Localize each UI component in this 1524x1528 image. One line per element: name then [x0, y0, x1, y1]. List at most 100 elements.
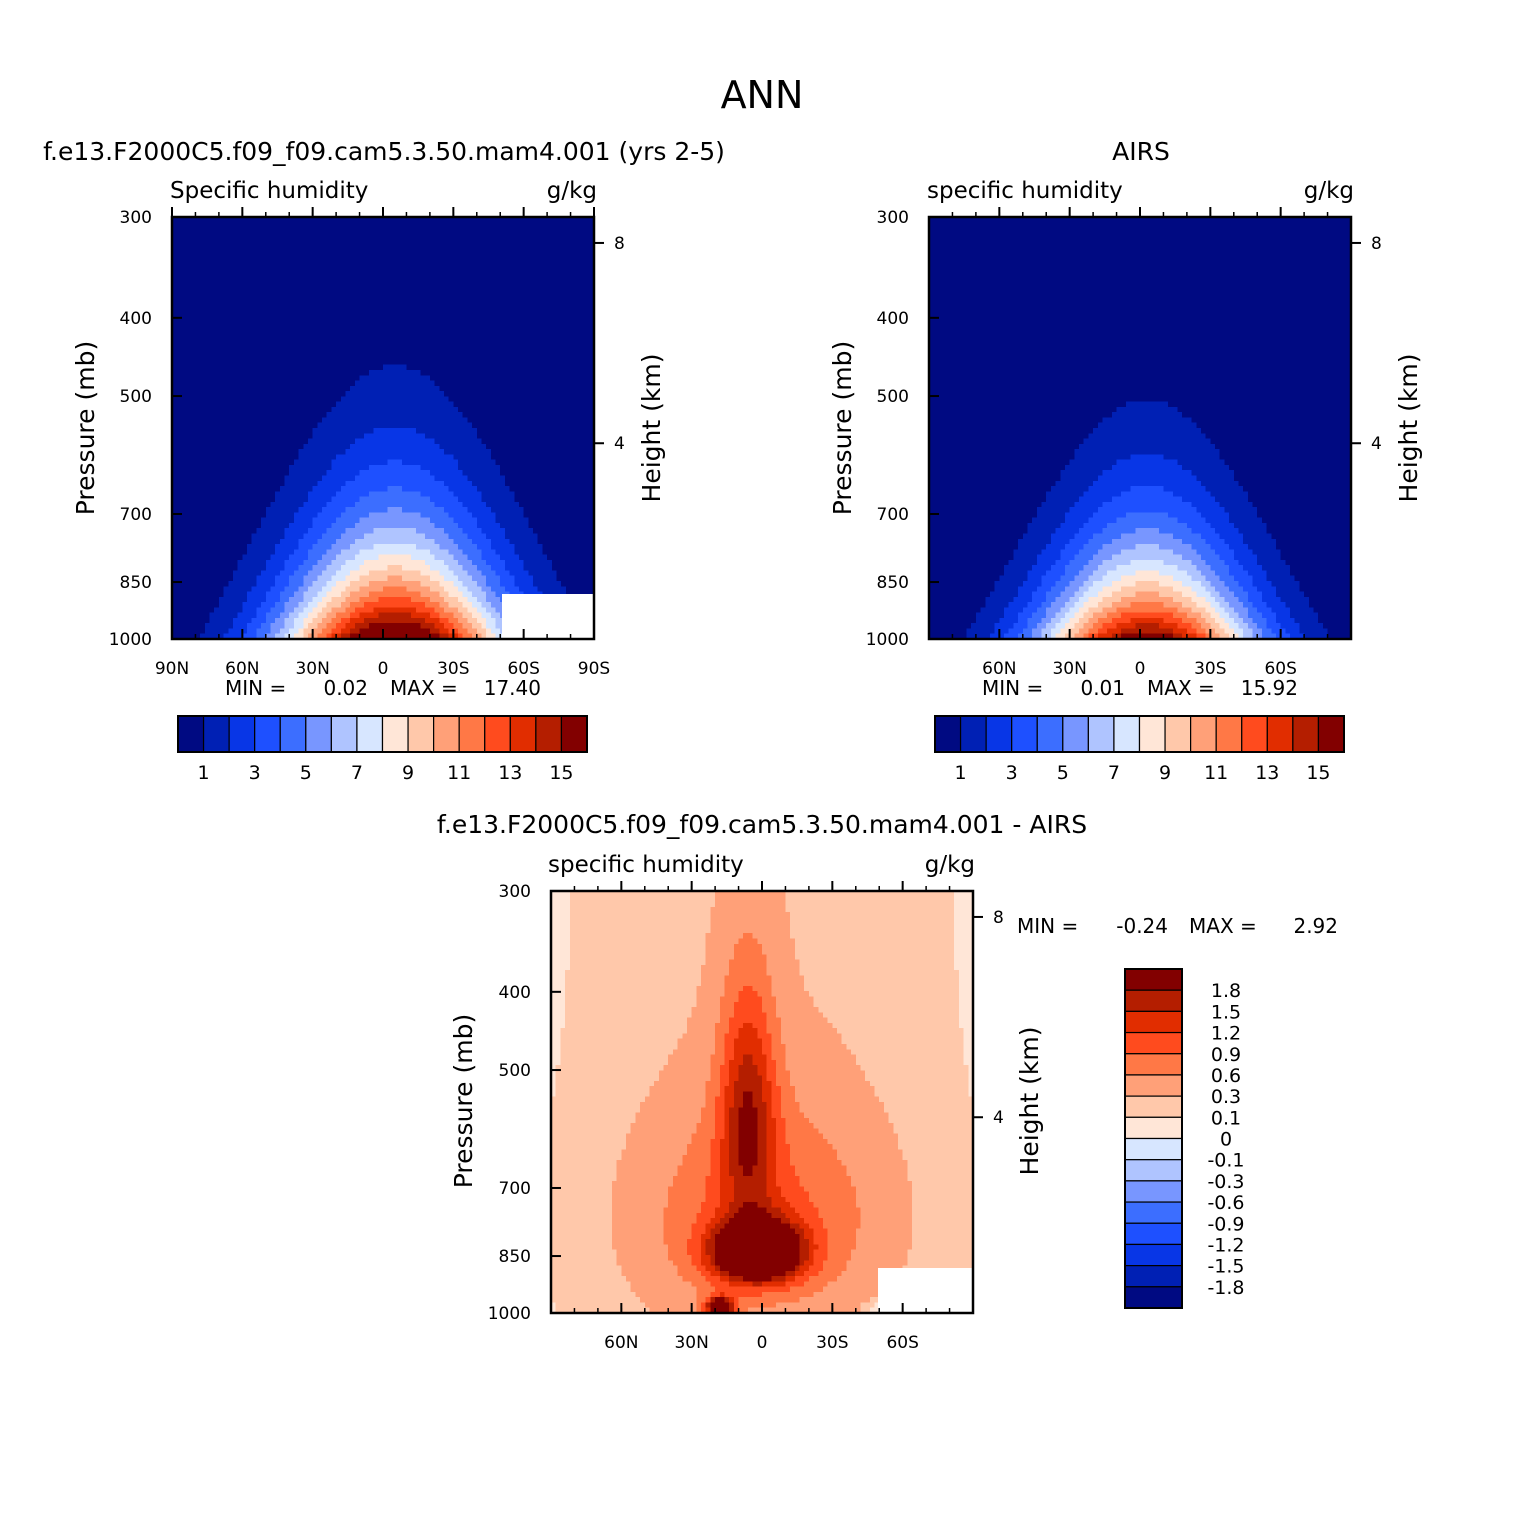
contour-cell [247, 549, 276, 556]
contour-cell [1050, 617, 1061, 624]
contour-cell [771, 1033, 782, 1040]
contour-cell [555, 1307, 651, 1314]
contour-cell [1088, 433, 1207, 440]
contour-cell [827, 1249, 852, 1256]
contour-cell [256, 633, 267, 640]
contour-cell [443, 575, 459, 582]
contour-cell [476, 607, 487, 614]
contour-cell [1186, 628, 1197, 635]
contour-cell [551, 891, 571, 897]
contour-cell [443, 528, 464, 535]
contour-cell [551, 1022, 566, 1029]
contour-cell [719, 1165, 730, 1172]
contour-cell [359, 565, 389, 572]
contour-cell [762, 1091, 772, 1098]
contour-cell [954, 927, 974, 934]
contour-cell [462, 580, 478, 587]
contour-cell [1027, 617, 1043, 624]
x-tick-label: 60N [604, 1333, 638, 1353]
contour-cell [1247, 570, 1268, 577]
colorbar-label: -1.5 [1207, 1256, 1244, 1278]
contour-cell [869, 1080, 969, 1087]
contour-cell [481, 496, 515, 503]
contour-cell [439, 612, 454, 619]
contour-cell [354, 607, 375, 614]
contour-cell [752, 1054, 768, 1061]
contour-cell [929, 628, 968, 635]
contour-cell [364, 559, 426, 566]
contour-cell [495, 549, 515, 556]
contour-cell [1111, 464, 1183, 471]
contour-cell [611, 1239, 665, 1246]
contour-cell [743, 1165, 754, 1172]
contour-cell [1046, 623, 1057, 630]
contour-cell [1177, 607, 1193, 614]
contour-cell [1182, 617, 1197, 624]
y-tick-label: 300 [877, 208, 909, 228]
contour-cell [701, 1239, 707, 1246]
contour-cell [729, 1112, 740, 1119]
contour-cell [551, 1091, 557, 1098]
contour-cell [710, 1149, 721, 1156]
contour-cell [729, 1297, 735, 1304]
contour-cell [1271, 533, 1352, 540]
contour-cell [785, 1133, 824, 1140]
contour-cell [261, 602, 276, 608]
contour-cell [724, 1117, 730, 1124]
contour-cell [1233, 554, 1258, 561]
contour-cell [724, 1038, 735, 1045]
contour-cell [462, 549, 483, 556]
contour-cell [1261, 633, 1277, 640]
contour-cell [172, 264, 595, 271]
contour-cell [322, 417, 468, 424]
contour-cell [1196, 628, 1207, 635]
contour-cell [1102, 528, 1136, 535]
contour-cell [757, 1112, 768, 1119]
contour-cell [247, 591, 267, 598]
contour-cell [172, 496, 276, 503]
colorbar-label: 1.8 [1211, 980, 1241, 1002]
contour-cell [1238, 528, 1268, 535]
contour-cell [929, 269, 1352, 276]
contour-cell [841, 1270, 904, 1277]
contour-cell [551, 1133, 627, 1140]
contour-cell [785, 1196, 810, 1203]
contour-cell [738, 1207, 768, 1214]
contour-cell [298, 544, 314, 550]
contour-cell [500, 575, 515, 582]
contour-cell [929, 327, 1352, 334]
contour-cell [1036, 554, 1061, 561]
contour-cell [551, 1075, 557, 1082]
contour-cell [565, 1001, 697, 1008]
figure-title: ANN [721, 73, 804, 117]
colorbar-swatch [1124, 968, 1183, 991]
contour-cell [724, 1049, 735, 1056]
contour-cell [804, 1186, 857, 1193]
contour-cell [1093, 580, 1113, 587]
contour-cell [560, 1049, 674, 1056]
contour-cell [724, 1033, 740, 1040]
contour-cell [719, 1170, 730, 1177]
colorbar-label: 5 [1057, 762, 1069, 784]
contour-cell [611, 1202, 669, 1209]
colorbar-swatch [1292, 715, 1320, 753]
contour-cell [776, 1170, 796, 1177]
contour-cell [401, 507, 445, 514]
contour-cell [766, 1191, 782, 1198]
contour-cell [373, 544, 417, 550]
colorbar-label: 3 [249, 762, 261, 784]
contour-cell [443, 449, 492, 455]
contour-cell [611, 1223, 665, 1230]
contour-cell [929, 544, 1019, 550]
contour-cell [686, 1017, 721, 1024]
contour-cell [350, 570, 370, 577]
contour-cell [345, 480, 445, 487]
contour-cell [172, 517, 262, 524]
contour-cell [929, 512, 1038, 519]
contour-cell [626, 1276, 683, 1282]
contour-cell [766, 1017, 782, 1024]
contour-cell [999, 575, 1029, 582]
contour-cell [472, 559, 487, 566]
contour-cell [1247, 544, 1277, 550]
contour-cell [265, 596, 281, 603]
